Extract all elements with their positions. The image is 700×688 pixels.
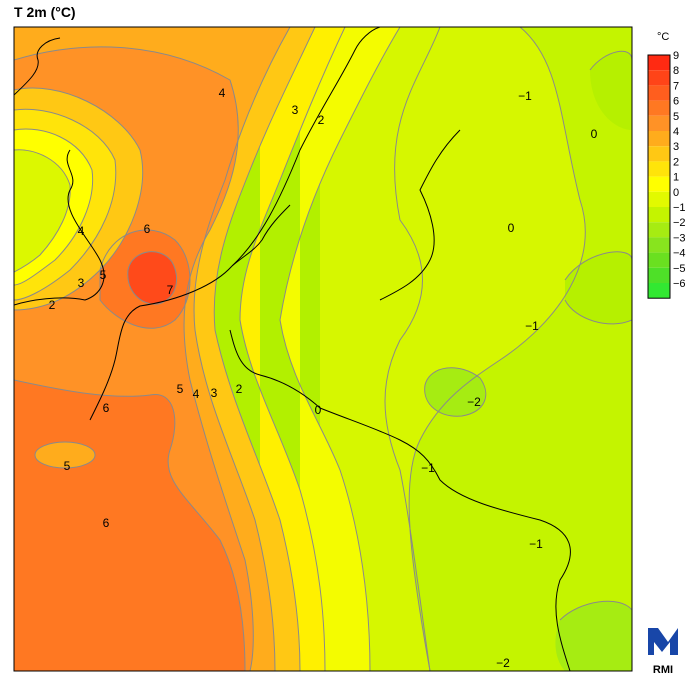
legend-tick-label: −1 (673, 202, 686, 214)
temperature-field (14, 27, 632, 671)
legend-tick-label: −6 (673, 278, 686, 290)
legend-swatch (648, 115, 670, 131)
legend-unit: °C (657, 31, 669, 43)
legend-swatch (648, 283, 670, 299)
contour-label: 0 (315, 403, 322, 417)
legend-swatch (648, 161, 670, 177)
legend-tick-label: 9 (673, 50, 679, 62)
rmi-logo: RMI (648, 628, 678, 676)
legend-swatch (648, 100, 670, 116)
contour-label: 7 (167, 283, 174, 297)
legend-tick-label: 2 (673, 156, 679, 168)
legend-tick-label: 3 (673, 141, 679, 153)
legend-swatch (648, 146, 670, 162)
contour-label: 6 (103, 401, 110, 415)
contour-label: −1 (525, 319, 539, 333)
legend-swatch (648, 191, 670, 207)
legend-tick-label: 7 (673, 80, 679, 92)
legend-frame (647, 54, 671, 299)
legend-tick-label: −4 (673, 248, 686, 260)
legend-swatch (648, 176, 670, 192)
contour-label: 2 (49, 298, 56, 312)
contour-label: 5 (64, 459, 71, 473)
legend-swatch (648, 55, 670, 71)
legend-swatch (648, 237, 670, 253)
legend-swatch (648, 70, 670, 86)
contour-label: 6 (103, 516, 110, 530)
legend-tick-label: 4 (673, 126, 679, 138)
legend-tick-label: −5 (673, 263, 686, 275)
contour-label: −1 (529, 537, 543, 551)
legend-swatch (648, 252, 670, 268)
contour-label: 3 (78, 276, 85, 290)
contour-label: −2 (467, 395, 481, 409)
legend-tick-label: 0 (673, 187, 679, 199)
contour-label: 5 (177, 382, 184, 396)
legend-swatch (648, 207, 670, 223)
contour-label: 0 (591, 127, 598, 141)
contour-label: 6 (144, 222, 151, 236)
contour-label: −2 (496, 656, 510, 670)
contour-label: 5 (100, 268, 107, 282)
rmi-logo-text: RMI (653, 664, 673, 676)
map-title: T 2m (°C) (14, 4, 76, 20)
legend-tick-label: −2 (673, 217, 686, 229)
legend-swatch (648, 267, 670, 283)
legend-tick-label: 8 (673, 65, 679, 77)
contour-label: 0 (508, 221, 515, 235)
contour-label: 4 (78, 224, 85, 238)
legend-swatch (648, 131, 670, 147)
contour-label: 4 (193, 387, 200, 401)
contour-label: −1 (421, 461, 435, 475)
contour-label: 2 (318, 113, 325, 127)
legend-swatch (648, 85, 670, 101)
contour-label: 3 (292, 103, 299, 117)
legend-swatch (648, 222, 670, 238)
legend-colorbar: 9 8 7 6 5 4 3 2 1 0 −1 −2 −3 −4 −5 −6 (647, 50, 686, 299)
map-frame (13, 26, 633, 672)
contour-label: 3 (211, 386, 218, 400)
contour-label: 2 (236, 382, 243, 396)
contour-label: −1 (518, 89, 532, 103)
legend-tick-label: 6 (673, 96, 679, 108)
legend-tick-label: −3 (673, 232, 686, 244)
legend-tick-label: 5 (673, 111, 679, 123)
legend-tick-label: 1 (673, 172, 679, 184)
contour-label: 4 (219, 86, 226, 100)
